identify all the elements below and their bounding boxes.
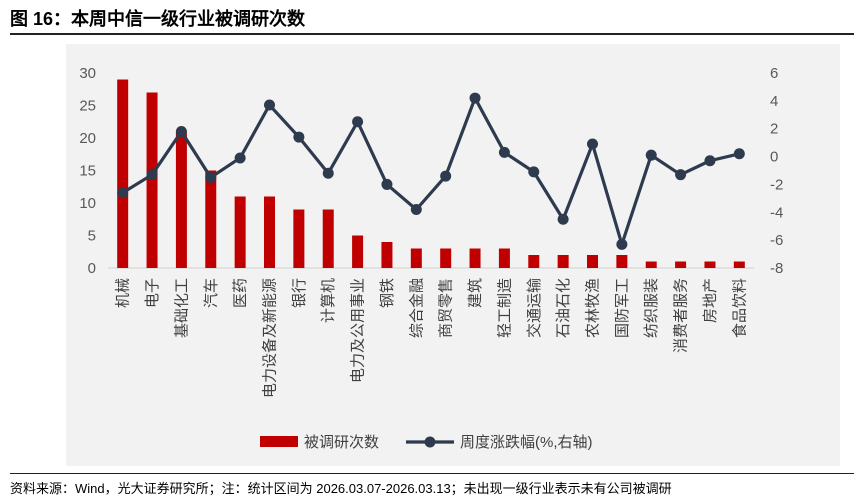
y-left-tick-label: 30	[79, 65, 96, 82]
legend-swatch-bar	[260, 436, 298, 447]
line-point	[381, 178, 393, 190]
line-point	[322, 167, 334, 179]
bar	[352, 235, 364, 268]
bar	[410, 248, 422, 268]
bar	[469, 248, 481, 268]
y-left-tick-label: 15	[79, 163, 96, 180]
y-right-tick-label: -8	[770, 260, 783, 277]
category-label: 食品饮料	[731, 278, 748, 338]
line-point	[205, 171, 217, 183]
y-right-tick-label: 4	[770, 93, 778, 110]
category-label: 电力及公用事业	[350, 278, 367, 383]
legend-swatch-marker	[424, 436, 436, 448]
category-label: 医药	[232, 278, 249, 308]
y-right-tick-label: -6	[770, 232, 783, 249]
y-left-tick-label: 10	[79, 195, 96, 212]
bar	[175, 131, 187, 268]
line-point	[587, 138, 598, 150]
category-label: 消费者服务	[673, 278, 690, 353]
source-note: 资料来源：Wind，光大证券研究所；注：统计区间为 2026.03.07-202…	[10, 481, 672, 496]
y-left-tick-label: 5	[88, 228, 96, 245]
bar	[587, 255, 598, 268]
category-label: 轻工制造	[496, 278, 513, 338]
bar	[498, 248, 510, 268]
y-right-tick-label: 2	[770, 121, 778, 138]
series-line	[121, 96, 740, 246]
line-point	[557, 213, 569, 225]
line-point	[175, 126, 187, 137]
line-point	[528, 166, 540, 178]
category-label: 商贸零售	[438, 278, 455, 338]
line-point	[469, 92, 481, 104]
y-left-tick-label: 20	[79, 130, 96, 147]
bar	[704, 261, 716, 268]
bar	[234, 196, 246, 268]
bar	[440, 248, 452, 268]
figure-title: 图 16：本周中信一级行业被调研次数	[10, 9, 306, 29]
chart-area: 0 5 10 15 20 25 30 6 4 2 0 -2 -4 -6 -8 机械 电子 基础化工 汽车 医药 电力设备…	[66, 44, 840, 466]
category-label: 电力设备及新能源	[262, 278, 279, 398]
line-point	[498, 146, 510, 158]
category-label: 纺织服装	[643, 278, 660, 338]
category-label: 汽车	[203, 278, 220, 308]
title-divider	[10, 33, 854, 35]
line-point	[410, 204, 422, 215]
bar	[733, 261, 745, 268]
line-point	[616, 238, 628, 250]
line-point	[675, 169, 687, 181]
line-point	[234, 152, 246, 164]
bar	[381, 242, 393, 268]
bar	[293, 209, 305, 268]
category-label: 国防军工	[614, 278, 631, 338]
category-label: 计算机	[319, 278, 337, 323]
category-label: 交通运输	[525, 278, 543, 338]
bar	[528, 255, 540, 268]
line-point	[352, 116, 364, 128]
line-point	[704, 155, 716, 167]
bar	[616, 255, 628, 268]
category-label: 农林牧渔	[585, 278, 602, 338]
bar	[264, 196, 275, 268]
y-right-tick-label: -4	[770, 204, 783, 221]
legend-label-line: 周度涨跌幅(%,右轴)	[460, 434, 593, 451]
legend-label-bar: 被调研次数	[304, 434, 379, 451]
y-left-tick-label: 0	[88, 260, 96, 277]
line-point	[146, 169, 158, 181]
footer-divider	[10, 473, 854, 474]
y-right-tick-label: -2	[770, 176, 783, 193]
bar	[322, 209, 334, 268]
category-label: 建筑	[467, 278, 484, 308]
category-label: 综合金融	[408, 278, 425, 338]
category-label: 石油石化	[555, 278, 572, 338]
y-right-tick-label: 0	[770, 149, 778, 166]
line-point	[440, 170, 452, 182]
category-label: 银行	[291, 278, 308, 308]
bar	[117, 79, 129, 268]
bar	[146, 92, 158, 268]
y-right-tick-label: 6	[770, 65, 778, 82]
bar	[557, 255, 569, 268]
category-label: 电子	[144, 278, 161, 308]
bar	[205, 170, 217, 268]
category-label: 机械	[115, 278, 132, 308]
line-point	[264, 99, 275, 111]
category-label: 房地产	[702, 278, 719, 323]
line-point	[117, 187, 129, 199]
category-label: 钢铁	[379, 278, 396, 308]
bar	[675, 261, 687, 268]
y-left-tick-label: 25	[79, 98, 96, 115]
line-point	[645, 149, 657, 161]
line-point	[733, 148, 745, 160]
category-label: 基础化工	[173, 278, 190, 338]
line-point	[293, 131, 305, 143]
bar	[645, 261, 657, 268]
